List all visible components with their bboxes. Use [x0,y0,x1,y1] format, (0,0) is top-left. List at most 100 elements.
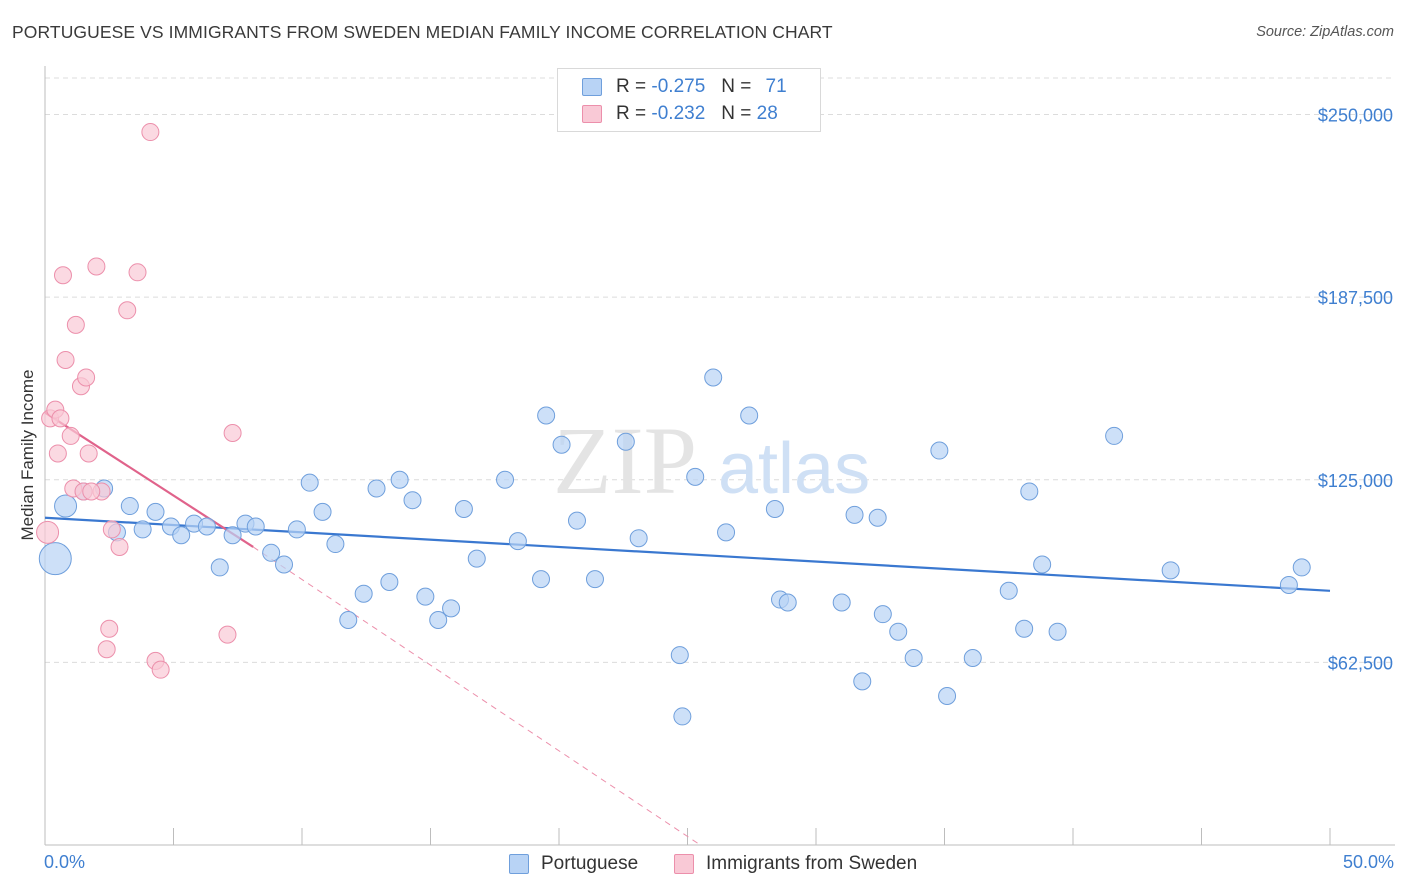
bottom-legend-portuguese: Portuguese [509,852,638,876]
data-point-portuguese [38,542,72,576]
data-point-portuguese [146,502,165,521]
legend-swatch-blue [582,78,602,96]
data-point-portuguese [467,549,486,568]
data-point-portuguese [287,520,306,539]
source-label: Source: ZipAtlas.com [1256,24,1394,40]
data-point-portuguese [442,599,461,618]
data-point-portuguese [1279,575,1298,594]
data-point-portuguese [262,543,281,562]
stats-legend: R = -0.275 N = 71 R = -0.232 N = 28 [557,68,821,132]
data-point-portuguese [873,605,892,624]
data-point-portuguese [537,406,556,425]
data-point-portuguese [704,368,723,387]
data-point-portuguese [673,707,692,726]
gridlines [45,77,1395,663]
data-point-portuguese [552,435,571,454]
data-point-portuguese [403,491,422,510]
data-point-sweden [77,368,96,387]
data-point-portuguese [832,593,851,612]
bottom-legend-swatch-pink [674,854,694,874]
data-point-portuguese [210,558,229,577]
data-point-portuguese [930,441,949,460]
data-point-portuguese [454,499,473,518]
data-point-sweden [61,426,80,445]
legend-row-portuguese: R = -0.275 N = 71 [582,75,787,99]
bottom-legend-sweden: Immigrants from Sweden [674,852,917,876]
y-tick-label: $125,000 [1318,471,1393,491]
data-point-portuguese [339,611,358,630]
data-point-portuguese [1105,426,1124,445]
data-point-portuguese [246,517,265,536]
data-point-portuguese [1033,555,1052,574]
data-point-portuguese [616,432,635,451]
bottom-legend-label: Portuguese [541,853,639,874]
data-point-portuguese [1015,619,1034,638]
data-point-sweden [82,482,101,501]
data-point-sweden [36,520,60,544]
data-point-portuguese [765,499,784,518]
legend-r-value: -0.232 [651,103,706,124]
data-point-portuguese [904,648,923,667]
data-point-portuguese [133,520,152,539]
watermark-zip: ZIP [553,407,697,514]
data-point-portuguese [326,535,345,554]
data-point-portuguese [717,523,736,542]
data-point-portuguese [390,470,409,489]
y-tick-label: $62,500 [1328,653,1393,673]
data-point-sweden [56,350,75,369]
data-point-sweden [79,444,98,463]
data-point-portuguese [585,570,604,589]
chart-title: PORTUGUESE VS IMMIGRANTS FROM SWEDEN MED… [12,22,833,42]
data-point-portuguese [889,622,908,641]
data-point-sweden [118,301,137,320]
data-point-sweden [223,424,242,443]
legend-row-sweden: R = -0.232 N = 28 [582,102,778,126]
data-point-portuguese [938,686,957,705]
data-point-portuguese [999,581,1018,600]
data-point-portuguese [868,508,887,527]
legend-n-value: 28 [756,103,778,124]
data-point-sweden [151,660,170,679]
data-point-portuguese [354,584,373,603]
portuguese-points [38,368,1311,726]
data-point-sweden [87,257,106,276]
data-point-portuguese [367,479,386,498]
data-point-sweden [128,263,147,282]
y-tick-label: $250,000 [1318,106,1393,126]
data-point-portuguese [1292,558,1311,577]
data-point-portuguese [496,470,515,489]
sweden-points [36,123,242,679]
data-point-sweden [102,520,121,539]
data-point-portuguese [686,467,705,486]
data-point-portuguese [740,406,759,425]
trend-extension-sweden [252,546,701,846]
y-tick-labels: $62,500 $125,000 $187,500 $250,000 [1318,106,1393,674]
data-point-sweden [51,409,70,428]
data-point-sweden [97,640,116,659]
data-point-portuguese [380,573,399,592]
data-point-portuguese [197,517,216,536]
legend-r-value: -0.275 [651,76,706,97]
legend-n-label: N = [721,103,752,124]
data-point-portuguese [1020,482,1039,501]
data-point-portuguese [1161,561,1180,580]
data-point-sweden [100,619,119,638]
data-point-portuguese [629,529,648,548]
x-tick-label-max: 50.0% [1342,852,1394,872]
y-axis-label: Median Family Income [18,369,37,541]
legend-r-label: R = [616,103,647,124]
watermark: ZIP atlas [553,407,870,514]
data-point-portuguese [223,526,242,545]
data-point-portuguese [1048,622,1067,641]
data-point-portuguese [172,526,191,545]
data-point-sweden [66,315,85,334]
legend-r-label: R = [616,76,647,97]
watermark-atlas: atlas [718,429,870,509]
data-point-portuguese [508,532,527,551]
data-point-portuguese [429,611,448,630]
data-point-portuguese [567,511,586,530]
data-point-portuguese [853,672,872,691]
data-point-portuguese [845,505,864,524]
data-point-sweden [141,123,160,142]
